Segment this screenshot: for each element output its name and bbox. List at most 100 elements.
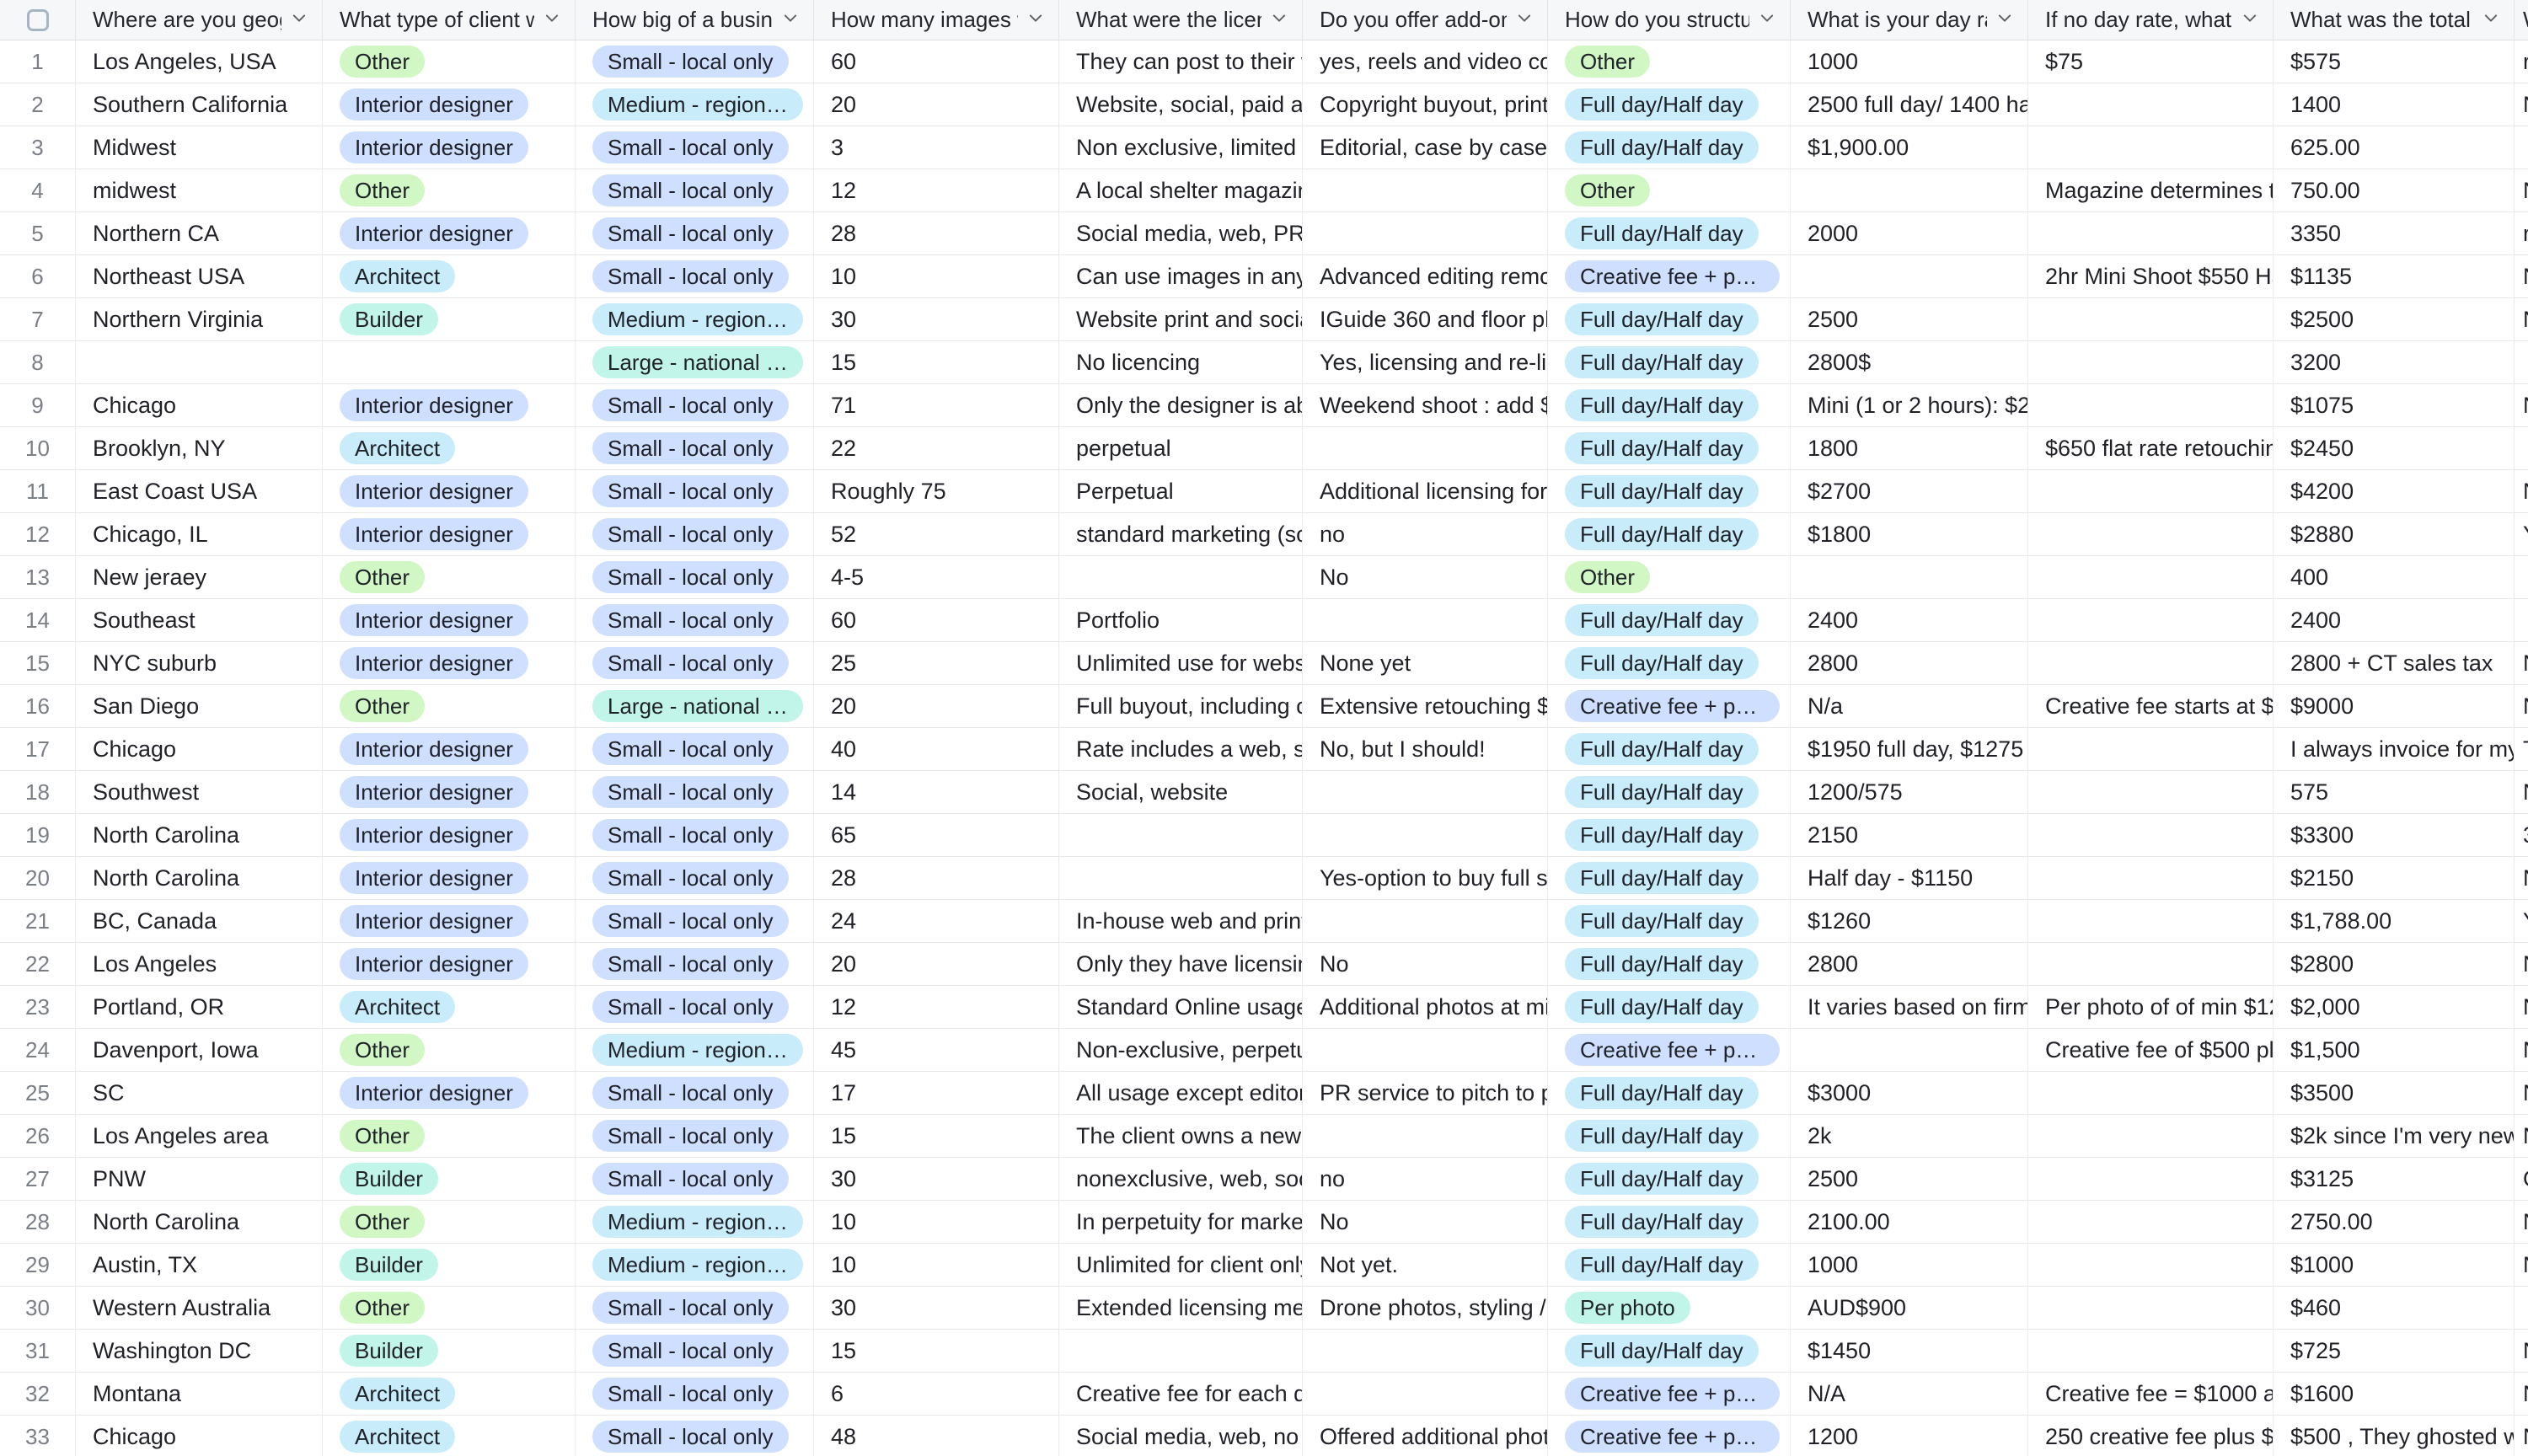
cell-day_rate[interactable]: 2800: [1791, 943, 2028, 985]
cell-last[interactable]: [2515, 427, 2528, 469]
cell-client[interactable]: Builder: [323, 1158, 576, 1200]
cell-total[interactable]: $1600: [2274, 1373, 2515, 1415]
cell-day_rate[interactable]: 1000: [1791, 1244, 2028, 1286]
cell-images[interactable]: 10: [814, 1201, 1059, 1243]
cell-images[interactable]: 10: [814, 255, 1059, 297]
cell-structure[interactable]: Full day/Half day: [1548, 384, 1791, 426]
cell-last[interactable]: N: [2515, 1115, 2528, 1157]
cell-geo[interactable]: North Carolina: [76, 1201, 323, 1243]
cell-licensing[interactable]: In-house web and print: [1059, 900, 1303, 942]
cell-structure[interactable]: Full day/Half day: [1548, 857, 1791, 899]
row-number[interactable]: 11: [0, 470, 76, 512]
cell-last[interactable]: T: [2515, 728, 2528, 770]
cell-no_day_rate[interactable]: $75: [2028, 40, 2274, 83]
cell-day_rate[interactable]: 2800: [1791, 642, 2028, 684]
cell-images[interactable]: 14: [814, 771, 1059, 813]
chevron-down-icon[interactable]: [543, 7, 561, 33]
cell-images[interactable]: 24: [814, 900, 1059, 942]
cell-day_rate[interactable]: $1800: [1791, 513, 2028, 555]
cell-licensing[interactable]: Unlimited for client only.: [1059, 1244, 1303, 1286]
cell-addons[interactable]: No, but I should!: [1303, 728, 1548, 770]
cell-structure[interactable]: Full day/Half day: [1548, 126, 1791, 169]
cell-size[interactable]: Small - local only: [576, 900, 814, 942]
cell-last[interactable]: N: [2515, 1244, 2528, 1286]
cell-images[interactable]: 60: [814, 40, 1059, 83]
cell-size[interactable]: Medium - regional offi...: [576, 298, 814, 340]
cell-addons[interactable]: Additional licensing for p...: [1303, 470, 1548, 512]
row-number[interactable]: 8: [0, 341, 76, 383]
cell-geo[interactable]: Northern CA: [76, 212, 323, 254]
cell-last[interactable]: N: [2515, 857, 2528, 899]
cell-geo[interactable]: Northeast USA: [76, 255, 323, 297]
cell-client[interactable]: Architect: [323, 255, 576, 297]
column-header-total[interactable]: What was the total inv...: [2274, 0, 2515, 40]
cell-day_rate[interactable]: 1000: [1791, 40, 2028, 83]
cell-day_rate[interactable]: [1791, 1029, 2028, 1071]
cell-geo[interactable]: Southern California: [76, 83, 323, 126]
cell-geo[interactable]: Portland, OR: [76, 986, 323, 1028]
cell-licensing[interactable]: Extended licensing meani...: [1059, 1287, 1303, 1329]
cell-geo[interactable]: North Carolina: [76, 857, 323, 899]
cell-last[interactable]: N: [2515, 943, 2528, 985]
cell-day_rate[interactable]: 2400: [1791, 599, 2028, 641]
cell-images[interactable]: Roughly 75: [814, 470, 1059, 512]
cell-addons[interactable]: No: [1303, 556, 1548, 598]
cell-licensing[interactable]: Unlimited use for website...: [1059, 642, 1303, 684]
cell-no_day_rate[interactable]: [2028, 943, 2274, 985]
cell-size[interactable]: Large - national presen...: [576, 341, 814, 383]
cell-size[interactable]: Small - local only: [576, 513, 814, 555]
cell-images[interactable]: 4-5: [814, 556, 1059, 598]
cell-last[interactable]: [2515, 556, 2528, 598]
cell-size[interactable]: Small - local only: [576, 1115, 814, 1157]
cell-size[interactable]: Small - local only: [576, 427, 814, 469]
cell-size[interactable]: Large - national presen...: [576, 685, 814, 727]
row-number[interactable]: 1: [0, 40, 76, 83]
cell-total[interactable]: $4200: [2274, 470, 2515, 512]
cell-day_rate[interactable]: 2000: [1791, 212, 2028, 254]
cell-size[interactable]: Small - local only: [576, 212, 814, 254]
cell-day_rate[interactable]: Half day - $1150: [1791, 857, 2028, 899]
cell-size[interactable]: Small - local only: [576, 169, 814, 211]
row-number[interactable]: 25: [0, 1072, 76, 1114]
cell-images[interactable]: 28: [814, 857, 1059, 899]
cell-client[interactable]: Other: [323, 1029, 576, 1071]
cell-day_rate[interactable]: [1791, 169, 2028, 211]
row-number[interactable]: 13: [0, 556, 76, 598]
cell-size[interactable]: Small - local only: [576, 40, 814, 83]
cell-structure[interactable]: Full day/Half day: [1548, 83, 1791, 126]
row-number[interactable]: 2: [0, 83, 76, 126]
cell-images[interactable]: 71: [814, 384, 1059, 426]
row-number[interactable]: 26: [0, 1115, 76, 1157]
cell-licensing[interactable]: Rate includes a web, soci...: [1059, 728, 1303, 770]
cell-day_rate[interactable]: N/A: [1791, 1373, 2028, 1415]
cell-structure[interactable]: Full day/Half day: [1548, 427, 1791, 469]
cell-images[interactable]: 12: [814, 986, 1059, 1028]
cell-addons[interactable]: Copyright buyout, print p...: [1303, 83, 1548, 126]
cell-client[interactable]: [323, 341, 576, 383]
cell-addons[interactable]: no: [1303, 1158, 1548, 1200]
cell-images[interactable]: 20: [814, 83, 1059, 126]
cell-structure[interactable]: Creative fee + per photo: [1548, 255, 1791, 297]
cell-geo[interactable]: NYC suburb: [76, 642, 323, 684]
cell-total[interactable]: 575: [2274, 771, 2515, 813]
cell-no_day_rate[interactable]: [2028, 900, 2274, 942]
cell-images[interactable]: 30: [814, 1287, 1059, 1329]
row-number[interactable]: 5: [0, 212, 76, 254]
cell-structure[interactable]: Other: [1548, 40, 1791, 83]
cell-licensing[interactable]: They can post to their we...: [1059, 40, 1303, 83]
cell-size[interactable]: Small - local only: [576, 1072, 814, 1114]
cell-addons[interactable]: [1303, 900, 1548, 942]
cell-day_rate[interactable]: 1800: [1791, 427, 2028, 469]
cell-images[interactable]: 15: [814, 341, 1059, 383]
cell-client[interactable]: Interior designer: [323, 771, 576, 813]
cell-last[interactable]: N: [2515, 986, 2528, 1028]
cell-no_day_rate[interactable]: [2028, 384, 2274, 426]
cell-client[interactable]: Interior designer: [323, 470, 576, 512]
cell-total[interactable]: $9000: [2274, 685, 2515, 727]
cell-size[interactable]: Medium - regional offi...: [576, 1244, 814, 1286]
cell-total[interactable]: 625.00: [2274, 126, 2515, 169]
cell-geo[interactable]: midwest: [76, 169, 323, 211]
cell-last[interactable]: N: [2515, 1416, 2528, 1456]
cell-last[interactable]: N: [2515, 83, 2528, 126]
cell-structure[interactable]: Full day/Half day: [1548, 298, 1791, 340]
